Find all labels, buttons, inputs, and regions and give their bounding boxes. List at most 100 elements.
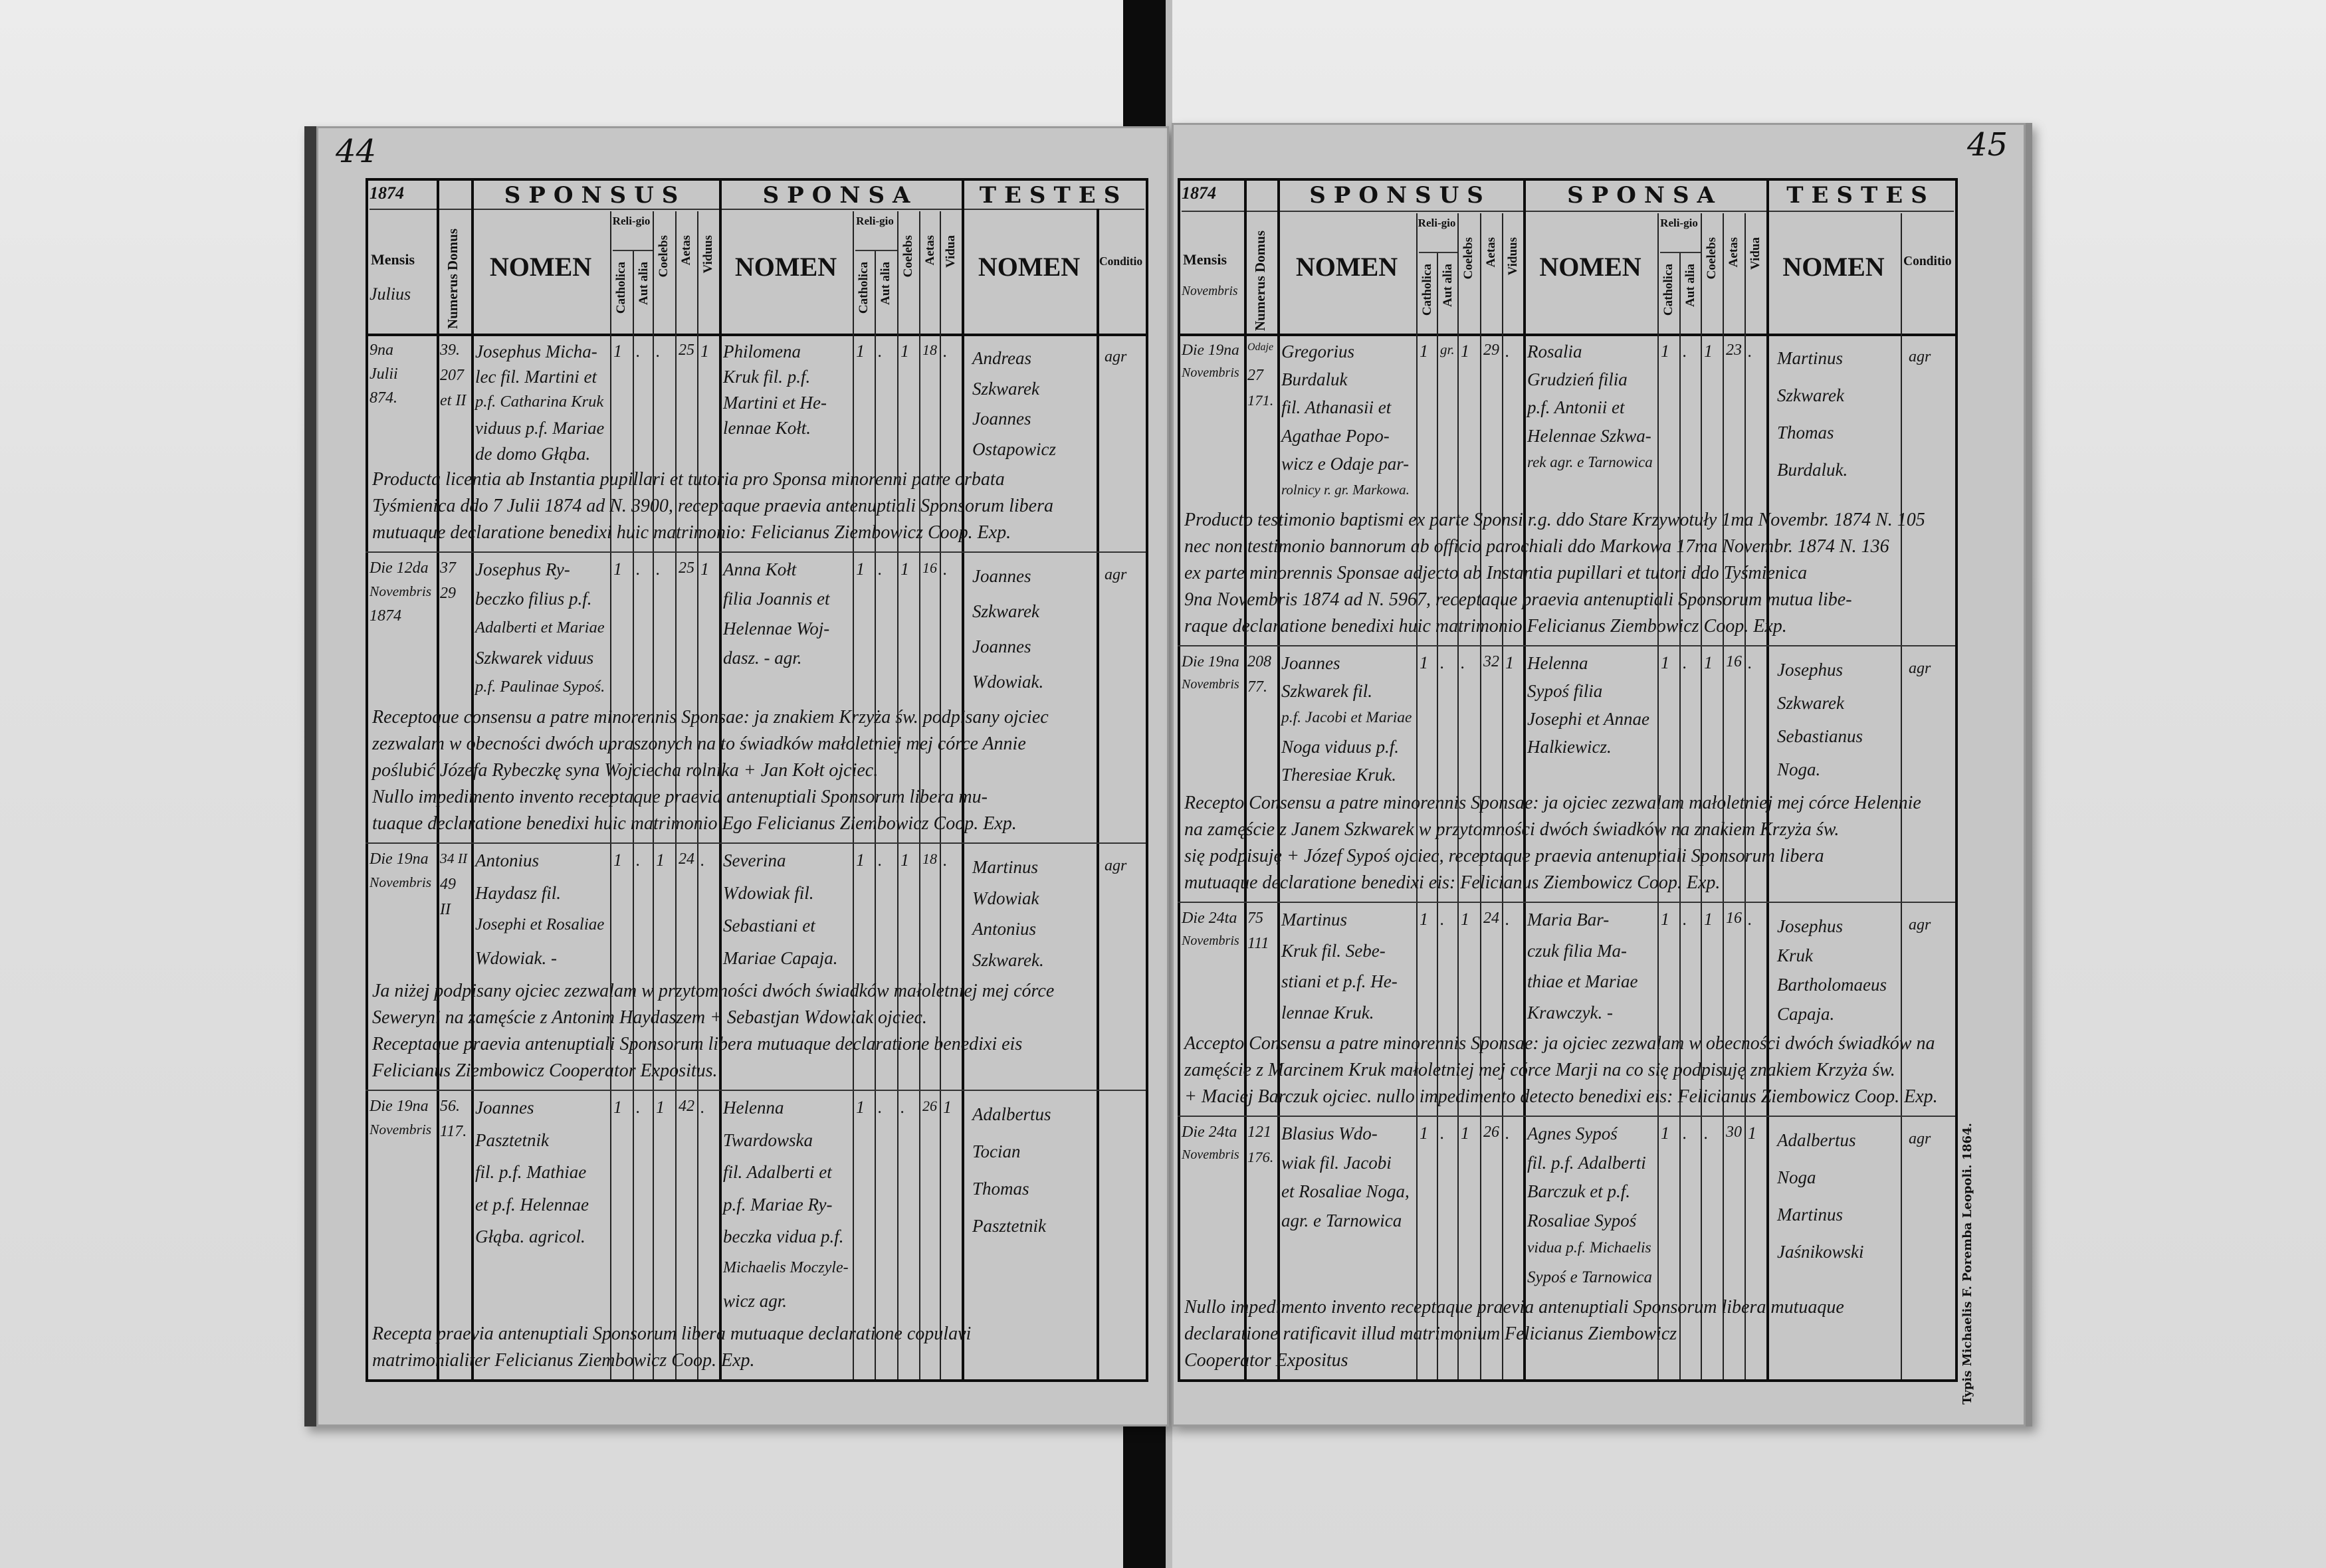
bride-flag: . (1704, 1124, 1709, 1143)
column-rule (1277, 178, 1280, 1379)
bride-flag: 18 (922, 342, 937, 358)
groom-name-line: viduus p.f. Mariae (475, 418, 605, 439)
house-number: 56. (440, 1098, 460, 1115)
remark-line: raque declaratione benedixi huic matrimo… (1184, 616, 1787, 637)
bride-name-line: Martini et He- (723, 392, 827, 413)
bride-flag: 16 (1726, 910, 1742, 927)
groom-name-line: Josephi et Rosaliae (475, 916, 605, 933)
remark-line: Receptaque praevia antenuptiali Sponsoru… (372, 1034, 1023, 1054)
remark-line: + Maciej Barczuk ojciec. nullo impedimen… (1184, 1086, 1938, 1107)
groom-name-line: stiani et p.f. He- (1281, 971, 1398, 991)
mensis-header: Mensis (1183, 251, 1227, 268)
bride-name-line: Rosalia (1527, 342, 1582, 361)
religio-divider (613, 250, 653, 251)
religio-header: Reli-gio (612, 215, 651, 227)
bride-flag: 1 (1661, 342, 1669, 361)
witness-line: Jaśnikowski (1777, 1242, 1864, 1262)
witness-line: Joannes (972, 637, 1031, 656)
coelebs-header: Coelebs (1461, 237, 1475, 280)
bride-name-line: rek agr. e Tarnowica (1527, 453, 1653, 470)
viduus-header: Viduus (701, 235, 715, 274)
catholica-header: Catholica (614, 262, 628, 314)
month-name: Novembris (1182, 284, 1238, 298)
religio-divider (1660, 252, 1701, 253)
bride-name-line: Barczuk et p.f. (1527, 1181, 1630, 1201)
house-number: 207 (440, 367, 464, 384)
groom-name-line: de domo Głąba. (475, 443, 591, 464)
mensis-header: Mensis (371, 251, 415, 268)
conditio-value: agr (1105, 566, 1127, 583)
groom-flag: . (656, 342, 661, 361)
nomen-header-groom: NOMEN (1295, 252, 1398, 282)
entry-separator (1178, 645, 1955, 646)
remark-line: zezwalam w obecności dwóch upraszonych n… (372, 734, 1026, 754)
groom-flag: 25 (679, 559, 694, 577)
groom-flag: 1 (613, 1098, 622, 1117)
coelebs-header: Coelebs (657, 235, 671, 278)
column-rule (1523, 178, 1526, 1379)
groom-name-line: Adalberti et Mariae (475, 618, 605, 637)
bride-flag: 1 (1704, 653, 1713, 672)
column-rule (633, 251, 634, 1379)
groom-name-line: p.f. Jacobi et Mariae (1281, 709, 1412, 726)
table-top-border (1178, 178, 1958, 181)
house-number: 39. (440, 342, 460, 359)
groom-name-line: Wdowiak. - (475, 948, 557, 968)
nomen-header-witnesses: NOMEN (978, 252, 1081, 282)
religio-divider (855, 250, 897, 251)
groom-flag: 1 (1420, 342, 1428, 361)
numerus-domus-header: Numerus Domus (445, 229, 461, 330)
house-number: 49 (440, 876, 456, 893)
printer-imprint: Typis Michaelis F. Poremba Leopoli. 1864… (1960, 1123, 1974, 1405)
groom-name-line: p.f. Catharina Kruk (475, 392, 604, 411)
house-number: 208 (1247, 653, 1271, 670)
religio-header: Reli-gio (1418, 217, 1456, 229)
groom-name-line: wiak fil. Jacobi (1281, 1152, 1392, 1173)
bride-flag: . (878, 342, 883, 361)
groom-flag: . (1440, 653, 1445, 672)
bride-name-line: Helennae Woj- (723, 618, 830, 638)
witness-line: Noga (1777, 1167, 1816, 1187)
house-number: et II (440, 392, 467, 409)
groom-name-line: Josephus Ry- (475, 559, 570, 579)
title-row-divider (370, 209, 1144, 210)
entry-separator (1178, 902, 1955, 903)
column-rule (697, 211, 698, 1379)
conditio-header: Conditio (1099, 254, 1143, 268)
sponsus-header: SPONSUS (504, 182, 687, 209)
bride-name-line: fil. Adalberti et (723, 1162, 832, 1183)
witness-line: Szkwarek (1777, 385, 1844, 405)
witness-line: Thomas (1777, 423, 1834, 442)
groom-flag: . (636, 1098, 641, 1117)
groom-name-line: Antonius (475, 850, 540, 870)
remark-line: Nullo impedimento invento receptaque pra… (1184, 1297, 1844, 1318)
bride-name-line: vidua p.f. Michaelis (1527, 1239, 1651, 1256)
conditio-value: agr (1909, 916, 1931, 933)
witness-line: Josephus (1777, 916, 1843, 936)
remark-line: Cooperator Expositus (1184, 1350, 1348, 1371)
entry-date: Novembris (370, 583, 432, 599)
witness-line: Szkwarek (972, 378, 1039, 399)
bride-name-line: Wdowiak fil. (723, 883, 814, 903)
groom-name-line: fil. p.f. Mathiae (475, 1162, 587, 1183)
groom-name-line: Szkwarek viduus (475, 648, 594, 668)
entry-date: Novembris (1182, 365, 1239, 380)
column-rule (675, 211, 677, 1379)
groom-name-line: Kruk fil. Sebe- (1281, 940, 1386, 961)
remark-line: Producto testimonio baptismi ex parte Sp… (1184, 510, 1925, 530)
column-rule (1723, 213, 1724, 1379)
column-rule (1178, 178, 1180, 1379)
house-number: 117. (440, 1123, 467, 1140)
vidua-header: Vidua (944, 235, 958, 268)
nomen-header-witnesses: NOMEN (1782, 252, 1885, 282)
coelebs-header: Coelebs (901, 235, 915, 278)
bride-flag: . (1683, 342, 1687, 361)
groom-name-line: Szkwarek fil. (1281, 681, 1372, 701)
numerus-domus-header: Numerus Domus (1252, 231, 1268, 332)
bride-flag: 23 (1726, 342, 1742, 359)
groom-name-line: fil. Athanasii et (1281, 397, 1392, 418)
bride-flag: . (1748, 653, 1752, 672)
remark-line: zamęście z Marcinem Kruk małoletniej mej… (1184, 1060, 1895, 1080)
bride-name-line: Rosaliae Sypoś (1527, 1210, 1637, 1230)
remark-line: ex parte minorennis Sponsae adjecto ab I… (1184, 563, 1808, 583)
